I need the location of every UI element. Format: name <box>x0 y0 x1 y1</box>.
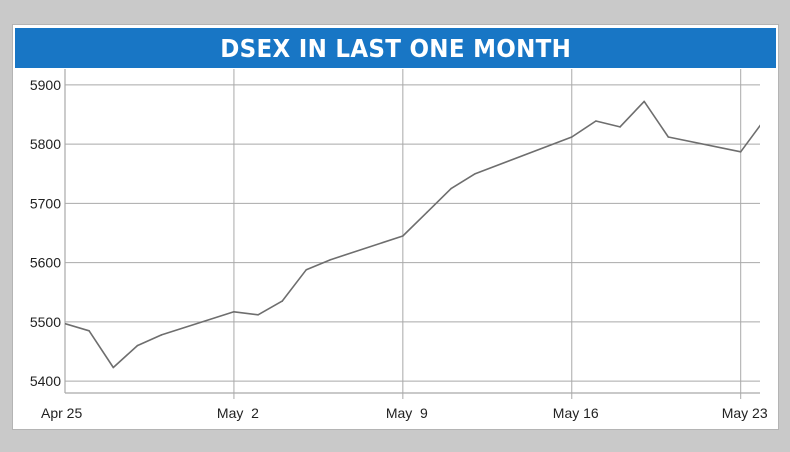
data-point <box>619 126 621 128</box>
data-point <box>281 300 283 302</box>
data-point <box>329 258 332 261</box>
data-point <box>233 311 235 313</box>
data-point <box>450 187 452 190</box>
x-tick-label: Apr 25 <box>41 405 82 421</box>
data-point <box>764 118 766 120</box>
line-chart: 5400 5500 5600 5700 5800 5900 Apr 25 May 2 May 9… <box>30 69 768 421</box>
y-tick-label: 5900 <box>30 77 61 93</box>
title-bar: DSEX IN LAST ONE MONTH <box>15 28 776 68</box>
data-point <box>112 366 115 369</box>
y-tick-label: 5800 <box>30 136 61 152</box>
data-point <box>305 268 308 271</box>
y-tick-label: 5600 <box>30 255 61 271</box>
y-tick-label: 5400 <box>30 373 61 389</box>
data-point <box>426 211 428 214</box>
data-point <box>739 151 742 153</box>
data-point <box>402 235 404 237</box>
data-point <box>136 344 139 347</box>
data-point <box>65 322 66 325</box>
y-tick-label: 5700 <box>30 195 61 211</box>
data-point <box>595 120 597 122</box>
chart-title: DSEX IN LAST ONE MONTH <box>220 33 571 63</box>
x-tick-label: May 2 <box>217 405 259 421</box>
y-tick-label: 5500 <box>30 314 61 330</box>
data-point <box>88 329 90 332</box>
data-point <box>643 100 645 103</box>
x-tick-label: May 23 <box>722 405 768 421</box>
chart-card: DSEX IN LAST ONE MONTH 5400 5500 5600 5700 5… <box>12 24 779 430</box>
x-tick-label: May 9 <box>386 405 428 421</box>
series-line <box>65 100 760 369</box>
data-point <box>667 136 670 138</box>
plot-area-wrapper: 5400 5500 5600 5700 5800 5900 Apr 25 May 2 May 9… <box>13 25 778 429</box>
data-point <box>257 313 259 316</box>
data-point <box>474 172 477 175</box>
data-point <box>160 334 163 336</box>
x-tick-label: May 16 <box>553 405 599 421</box>
data-point <box>570 136 573 138</box>
